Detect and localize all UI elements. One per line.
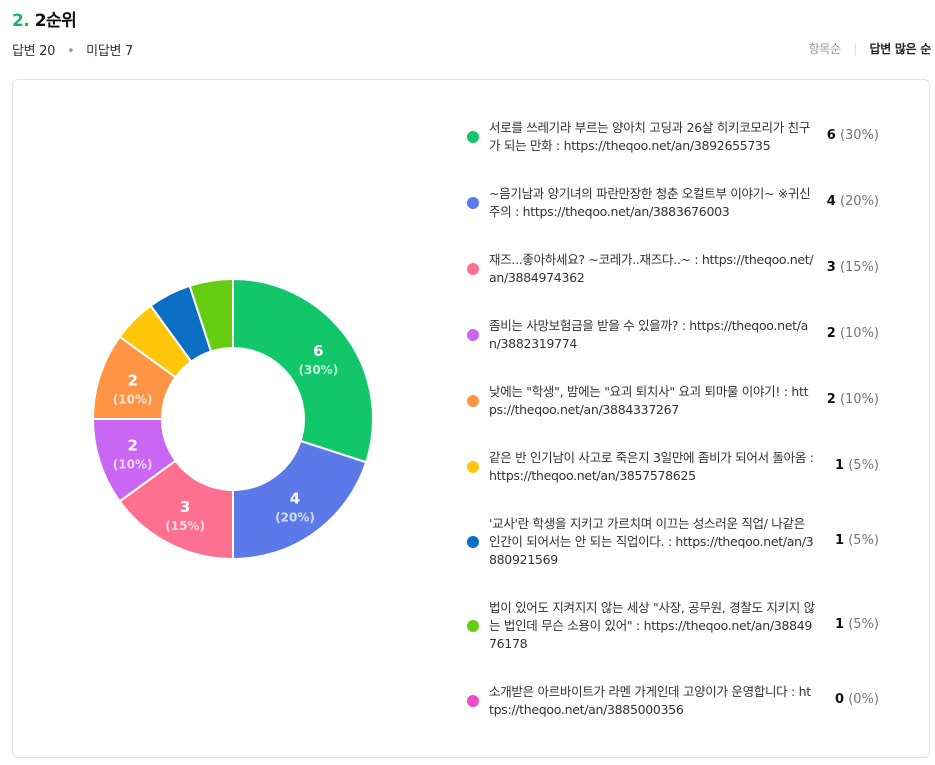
legend-item-label: ~음기남과 양기녀의 파란만장한 청춘 오컬트부 이야기~ ※귀신주의 : ht… (489, 186, 811, 219)
legend-count-value: 3 (826, 260, 836, 275)
legend-item-count: 1 (5%) (835, 458, 879, 473)
answered-count: 답변 20 (12, 44, 56, 59)
legend-count-value: 0 (835, 692, 845, 707)
sort-by-answers-button[interactable]: 답변 많은 순 (869, 42, 932, 56)
legend-count-percent: (0%) (844, 692, 879, 707)
legend-item-count: 6 (30%) (827, 128, 879, 143)
legend-item-label: 같은 반 인기남이 사고로 죽은지 3일만에 좀비가 되어서 돌아옴 : htt… (489, 450, 814, 483)
legend-item: 낮에는 "학생", 밤에는 "요괴 퇴치사" 요괴 퇴마물 이야기! : htt… (467, 371, 887, 431)
result-card: 6 (30%) 4 (20%) 3 (15%) 2 (10%) 2 (10%) 서로를 쓰레기라 … (12, 79, 930, 758)
slice-percent-label: (10%) (113, 458, 153, 472)
legend-item-count: 2 (10%) (827, 326, 879, 341)
legend-count-value: 2 (826, 326, 836, 341)
question-text: 2순위 (34, 11, 77, 31)
sort-options: 항목순 | 답변 많은 순 (808, 40, 932, 57)
legend-item: ~음기남과 양기녀의 파란만장한 청춘 오컬트부 이야기~ ※귀신주의 : ht… (467, 173, 887, 233)
response-stats: 답변 20 • 미답변 7 (12, 40, 133, 59)
legend-item-label: 낮에는 "학생", 밤에는 "요괴 퇴치사" 요괴 퇴마물 이야기! : htt… (489, 384, 809, 417)
legend-count-value: 1 (835, 533, 845, 548)
legend-item-count: 1 (5%) (835, 617, 879, 632)
legend-item: 같은 반 인기남이 사고로 죽은지 3일만에 좀비가 되어서 돌아옴 : htt… (467, 437, 887, 497)
legend-color-swatch (467, 620, 479, 632)
question-title: 2. 2순위 (12, 6, 77, 31)
slice-percent-label: (10%) (113, 392, 153, 406)
legend-item: 서로를 쓰레기라 부르는 양아치 고딩과 26살 히키코모리가 친구가 되는 만… (467, 107, 887, 167)
legend-color-swatch (467, 131, 479, 143)
slice-value-label: 2 (127, 371, 137, 389)
slice-percent-label: (30%) (298, 363, 338, 377)
slice-value-label: 4 (290, 489, 300, 507)
slice-value-label: 6 (313, 342, 323, 360)
legend-color-swatch (467, 461, 479, 473)
donut-slice-2[interactable] (232, 439, 368, 561)
legend-count-value: 4 (826, 194, 836, 209)
legend-item-label: 재즈...좋아하세요? ~코레가..재즈다..~ : https://theqo… (489, 252, 814, 285)
donut-chart: 6 (30%) 4 (20%) 3 (15%) 2 (10%) 2 (10%) (91, 277, 374, 561)
legend-count-percent: (5%) (844, 617, 879, 632)
legend-item: '교사'란 학생을 지키고 가르치며 이끄는 성스러운 직업/ 나같은 인간이 … (467, 512, 887, 572)
legend-item-label: 소개받은 아르바이트가 라멘 가게인데 고양이가 운영합니다 : https:/… (489, 684, 811, 717)
question-number: 2. (12, 11, 30, 31)
sort-separator: | (853, 42, 858, 56)
legend-item-label: 법이 있어도 지켜지지 않는 세상 "사장, 공무원, 경찰도 지키지 않는 법… (489, 600, 815, 651)
separator-dot: • (66, 44, 75, 59)
legend-count-value: 1 (835, 458, 845, 473)
legend-item: 소개받은 아르바이트가 라멘 가게인데 고양이가 운영합니다 : https:/… (467, 671, 887, 731)
legend-item: 재즈...좋아하세요? ~코레가..재즈다..~ : https://theqo… (467, 239, 887, 299)
unanswered-count: 미답변 7 (86, 44, 133, 59)
legend-count-percent: (30%) (835, 128, 879, 143)
legend-count-value: 1 (835, 617, 845, 632)
legend-color-swatch (467, 536, 479, 548)
legend-item: 법이 있어도 지켜지지 않는 세상 "사장, 공무원, 경찰도 지키지 않는 법… (467, 596, 887, 656)
legend-count-value: 2 (826, 392, 836, 407)
legend-color-swatch (467, 329, 479, 341)
legend-item-count: 1 (5%) (835, 533, 879, 548)
legend-item-count: 0 (0%) (835, 692, 879, 707)
legend-count-percent: (5%) (844, 458, 879, 473)
legend-item-count: 3 (15%) (827, 260, 879, 275)
legend-item-label: 서로를 쓰레기라 부르는 양아치 고딩과 26살 히키코모리가 친구가 되는 만… (489, 120, 811, 153)
legend-color-swatch (467, 197, 479, 209)
slice-percent-label: (20%) (275, 510, 315, 524)
donut-slice-8[interactable] (188, 277, 234, 353)
legend-count-value: 6 (826, 128, 836, 143)
legend-count-percent: (20%) (835, 194, 879, 209)
slice-value-label: 3 (180, 498, 190, 516)
legend-count-percent: (10%) (835, 326, 879, 341)
legend-count-percent: (15%) (835, 260, 879, 275)
slice-percent-label: (15%) (165, 519, 205, 533)
sort-by-item-button[interactable]: 항목순 (808, 42, 842, 56)
legend-count-percent: (5%) (844, 533, 879, 548)
legend-color-swatch (467, 695, 479, 707)
legend-item-label: 좀비는 사망보험금을 받을 수 있을까? : https://theqoo.ne… (489, 318, 808, 351)
slice-value-label: 2 (127, 437, 137, 455)
donut-slice-1[interactable] (232, 277, 374, 464)
legend-item: 좀비는 사망보험금을 받을 수 있을까? : https://theqoo.ne… (467, 305, 887, 365)
legend-item-count: 4 (20%) (827, 194, 879, 209)
legend-item-count: 2 (10%) (827, 392, 879, 407)
legend-count-percent: (10%) (835, 392, 879, 407)
legend-color-swatch (467, 263, 479, 275)
legend-color-swatch (467, 395, 479, 407)
legend-item-label: '교사'란 학생을 지키고 가르치며 이끄는 성스러운 직업/ 나같은 인간이 … (489, 516, 814, 567)
